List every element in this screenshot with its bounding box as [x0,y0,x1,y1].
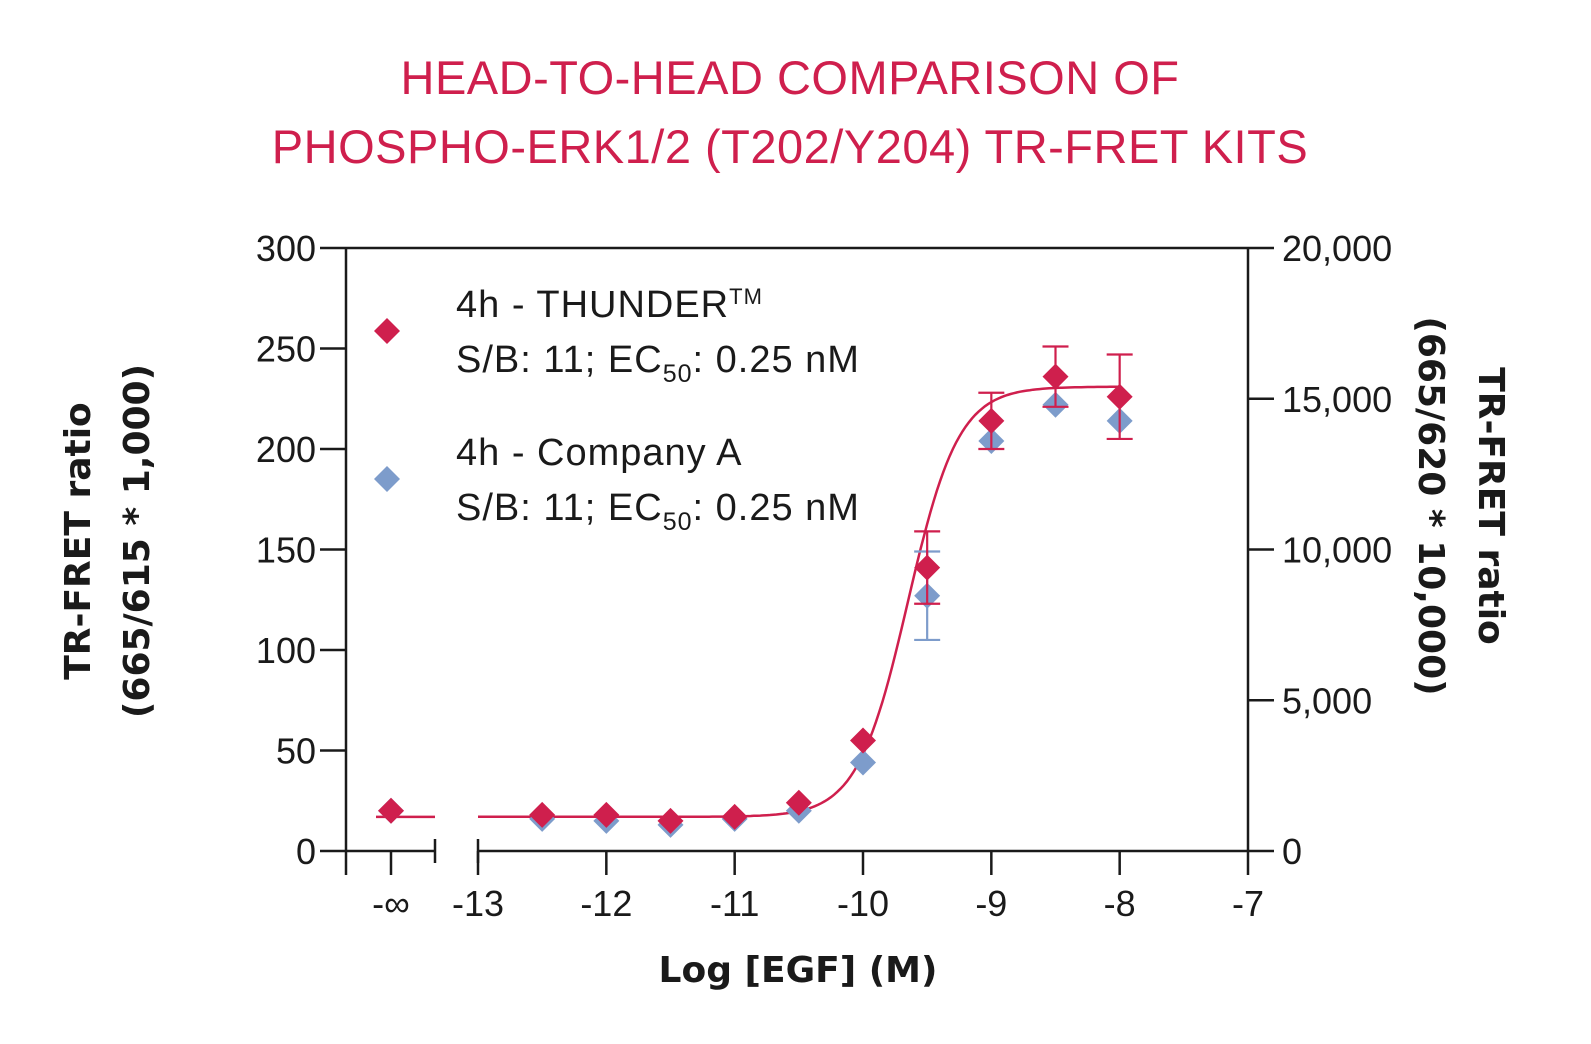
x-axis-tick-label: -11 [710,883,759,924]
data-point-company-a [850,749,876,776]
chart-title-line-2: PHOSPHO-ERK1/2 (T202/Y204) TR-FRET KITS [272,120,1308,173]
y-axis-left-tick-label: 0 [296,831,316,872]
data-point-thunder-neg-inf [378,797,404,824]
data-point-thunder [785,789,812,816]
y-axis-left-title-line-2: (665/615 * 1,000) [117,364,158,718]
legend: 4h - THUNDERTM S/B: 11; EC50: 0.25 nM 4h… [374,284,860,536]
x-axis-tick-label: -12 [580,883,632,924]
legend-label-thunder: 4h - THUNDERTM [456,284,763,326]
y-axis-left-tick-label: 150 [256,530,316,571]
y-axis-right-tick-label: 0 [1282,831,1302,872]
y-axis-right-tick-label: 15,000 [1282,379,1392,420]
legend-stats-company-a: S/B: 11; EC50: 0.25 nM [456,487,860,536]
legend-stats-company-a-sub: 50 [663,508,693,536]
x-axis-title: Log [EGF] (M) [659,950,938,991]
legend-label-company-a: 4h - Company A [456,432,742,474]
data-point-thunder [1106,383,1133,410]
y-axis-right-tick-label: 20,000 [1282,228,1392,269]
x-axis-tick-label: -10 [837,883,889,924]
x-axis-tick-label: -13 [452,883,504,924]
y-axis-right-title-line-1: TR-FRET ratio [1470,367,1511,645]
data-point-thunder [593,801,620,828]
data-point-thunder [657,807,684,834]
data-point-thunder [1042,363,1069,390]
y-axis-left-tick-label: 50 [276,731,316,772]
y-axis-right-tick-label: 10,000 [1282,530,1392,571]
legend-stats-thunder-sb: S/B: 11; EC [456,339,663,381]
x-axis-tick-label: -8 [1104,883,1136,924]
legend-label-thunder-tm: TM [729,284,763,309]
y-axis-left-tick-label: 200 [256,429,316,470]
legend-stats-thunder-ec: : 0.25 nM [693,339,860,381]
x-axis-tick-label: -7 [1232,883,1264,924]
chart-title-line-1: HEAD-TO-HEAD COMPARISON OF [401,51,1180,104]
data-point-thunder [978,407,1005,434]
x-axis-tick-label: -9 [975,883,1007,924]
legend-stats-company-a-sb: S/B: 11; EC [456,487,663,529]
data-point-thunder [721,803,748,830]
data-point-thunder [850,727,876,754]
legend-stats-thunder-sub: 50 [663,360,693,388]
legend-stats-thunder: S/B: 11; EC50: 0.25 nM [456,339,860,388]
data-points [378,345,1133,838]
axes: 0 50 100 150 200 250 300 0 5,000 10,000 15,000 20,0… [256,228,1392,924]
data-point-thunder [914,554,941,581]
legend-label-thunder-main: 4h - THUNDER [456,284,729,326]
x-axis-tick-label: -∞ [372,883,410,924]
y-axis-left-tick-label: 250 [256,329,316,370]
y-axis-left-tick-label: 300 [256,228,316,269]
legend-stats-company-a-ec: : 0.25 nM [693,487,860,529]
y-axis-right-title-line-2: (665/620 * 10,000) [1410,316,1451,695]
y-axis-right-tick-label: 5,000 [1282,680,1372,721]
legend-marker-company-a [374,466,400,492]
y-axis-left-tick-label: 100 [256,630,316,671]
legend-marker-thunder [374,318,400,344]
data-point-thunder [529,801,556,828]
y-axis-left-title-line-1: TR-FRET ratio [58,402,99,680]
